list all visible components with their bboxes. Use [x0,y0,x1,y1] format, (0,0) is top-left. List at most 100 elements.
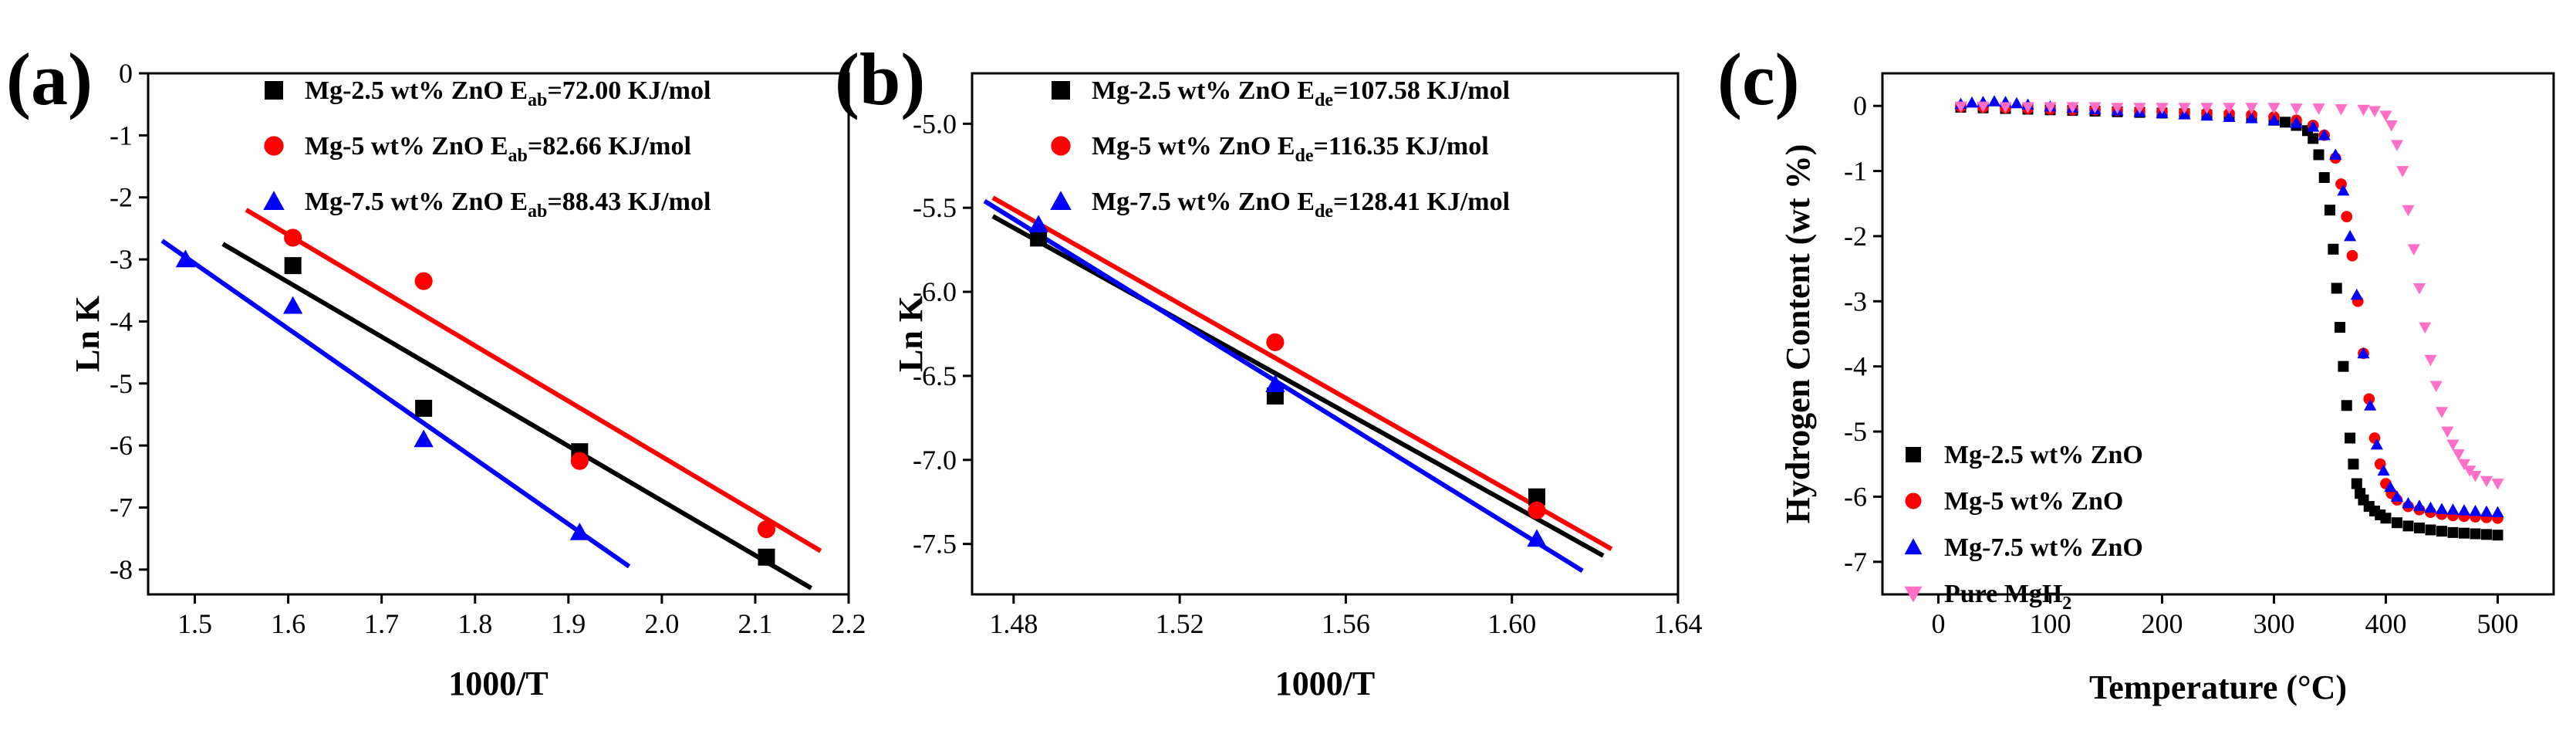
x-tick-label: 200 [2142,608,2183,639]
x-tick-label: 2.2 [832,608,866,639]
legend-suffix: =107.58 KJ/mol [1333,76,1510,105]
legend-subscript: 2 [2062,594,2071,614]
data-point-series-4 [2429,381,2443,393]
data-point-series-4 [2021,102,2034,113]
x-tick-label: 1.7 [364,608,399,639]
fit-line-series-3 [160,239,631,569]
data-point-series-3 [2245,112,2258,124]
data-point-series-1 [2380,513,2392,524]
data-point-series-1 [2425,524,2436,536]
y-tick-label: -4 [110,306,133,337]
data-point-series-3 [2200,109,2213,121]
data-point-series-4 [2480,475,2493,488]
legend-entry: Mg-7.5 wt% ZnO Ede=128.41 KJ/mol [1092,188,1510,222]
data-point-series-3 [2412,499,2426,511]
x-tick-label: 1.56 [1322,608,1370,639]
data-point-series-1 [284,257,302,275]
data-point-series-4 [2312,103,2325,115]
x-tick-label: 400 [2365,608,2407,639]
y-tick-label: 0 [1853,90,1867,121]
data-point-series-4 [2368,106,2382,117]
data-point-series-4 [1977,101,1990,113]
data-point-series-3 [2491,506,2504,518]
x-tick-label: 1.48 [989,608,1038,639]
legend-marker [1904,586,1923,603]
data-point-series-4 [2044,102,2057,113]
data-point-series-1 [1030,229,1048,247]
data-point-series-4 [2379,110,2392,122]
plot-frame [971,72,1680,596]
data-point-series-1 [415,399,433,417]
data-point-series-1 [2331,283,2342,294]
x-tick-label: 1.9 [551,608,586,639]
data-point-series-2 [284,228,302,247]
data-point-series-4 [1954,101,1967,113]
data-point-series-1 [2313,149,2324,161]
legend-label: Pure MgH [1944,580,2062,608]
legend-entry: Mg-5 wt% ZnO [1944,487,2123,516]
data-point-series-4 [2491,479,2504,490]
data-point-series-4 [2385,120,2398,132]
y-tick-label: -5 [1844,416,1867,447]
fit-line-series-2 [991,195,1613,551]
y-tick-label: -6 [1844,481,1867,512]
data-point-series-4 [2457,459,2471,471]
data-point-series-4 [2435,407,2449,418]
data-point-series-3 [283,296,303,314]
data-point-series-4 [2446,439,2460,451]
legend-subscript: de [1315,90,1333,110]
data-point-series-4 [2452,449,2465,461]
y-tick-label: -7 [110,492,133,523]
legend-entry: Mg-7.5 wt% ZnO Eab=88.43 KJ/mol [305,188,711,222]
data-point-series-4 [2111,103,2124,114]
panel-label: (b) [835,38,925,120]
legend-prefix: Mg-2.5 wt% ZnO E [1092,76,1315,105]
data-point-series-3 [569,522,589,540]
legend-suffix: =128.41 KJ/mol [1333,188,1510,216]
x-tick-label: 500 [2477,608,2519,639]
data-point-series-3 [175,249,196,268]
data-point-series-1 [2324,205,2335,216]
legend-prefix: Mg-7.5 wt% ZnO E [1092,188,1315,216]
data-point-series-4 [2200,103,2213,114]
legend-subscript: ab [508,146,528,166]
legend-prefix: Mg-7.5 wt% ZnO E [305,188,528,216]
x-tick-label: 1.6 [271,608,306,639]
plot-frame [147,72,850,596]
data-point-series-3 [2446,503,2460,515]
data-point-series-3 [2402,496,2415,509]
data-point-series-1 [2447,526,2459,538]
data-point-series-1 [2338,360,2349,372]
legend-marker [1904,538,1923,555]
data-point-series-3 [2267,113,2281,126]
legend-subscript: de [1315,201,1333,222]
data-point-series-4 [2419,322,2432,334]
x-tick-label: 300 [2254,608,2295,639]
legend-subscript: de [1295,146,1314,166]
y-tick-label: -5 [110,368,133,399]
legend-marker [1050,191,1072,211]
data-point-series-4 [2088,102,2102,113]
data-point-series-3 [2384,480,2397,492]
x-tick-label: 1.64 [1654,608,1703,639]
data-point-series-1 [2414,522,2425,533]
data-point-series-3 [2424,501,2437,513]
y-tick-label: -3 [1844,286,1867,316]
legend-subscript: ab [528,90,547,110]
fit-line-series-3 [983,198,1584,574]
y-tick-label: -7.5 [913,529,957,560]
data-point-series-4 [2357,104,2370,117]
x-tick-label: 1.8 [457,608,492,639]
x-tick-label: 1.52 [1156,608,1204,639]
data-point-series-1 [2308,133,2319,144]
y-tick-label: -6.5 [913,360,957,391]
data-point-series-3 [1028,215,1048,233]
data-point-series-1 [2345,432,2356,444]
data-point-series-4 [2335,103,2348,116]
data-point-series-3 [2370,438,2383,450]
chart-panel-2: (b) 1.48 1.52 1.56 1.60 1.64 -5.0 -5.5 -6.0 -6.5 -… [835,38,1703,702]
data-point-series-1 [2436,526,2447,537]
data-point-series-1 [2492,530,2503,541]
